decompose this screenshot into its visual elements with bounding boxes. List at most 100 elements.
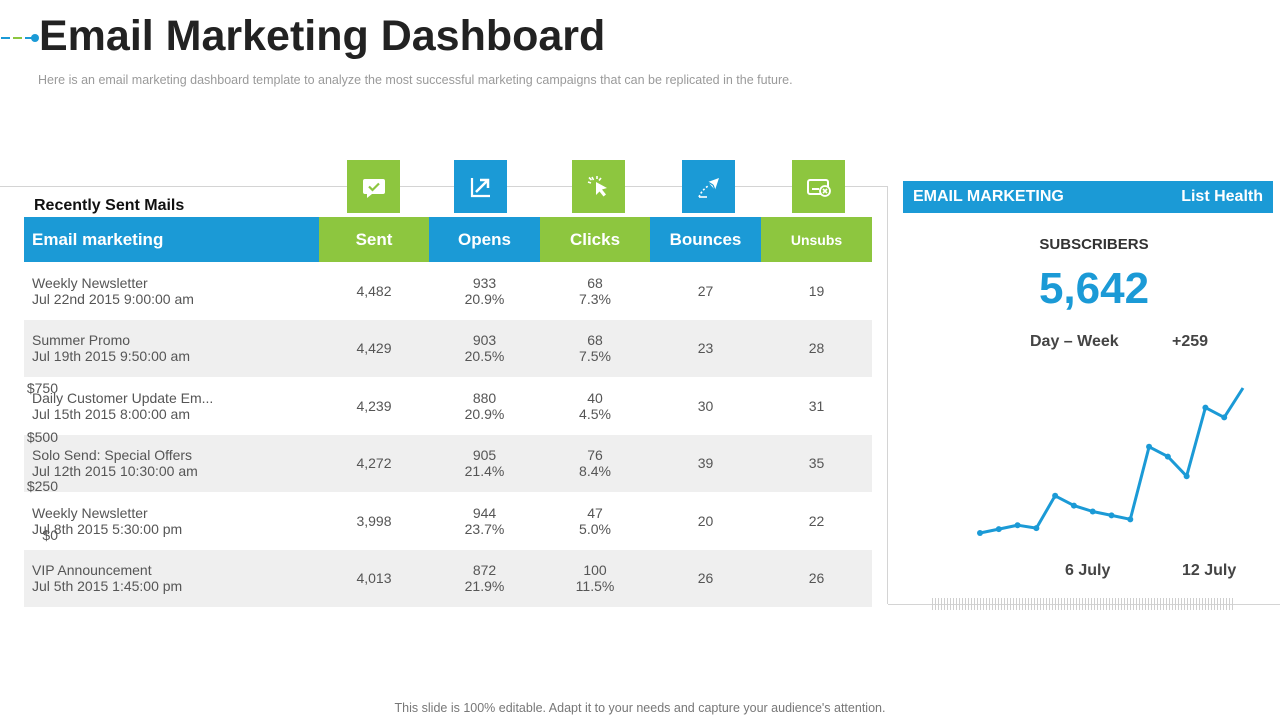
title-decoration (0, 34, 40, 42)
data-point (977, 530, 983, 537)
subscribers-line-chart (977, 387, 1245, 537)
recent-mails-title: Recently Sent Mails (34, 197, 185, 214)
mail-name: Weekly Newsletter (32, 274, 148, 291)
clicks-count: 100 (583, 562, 607, 579)
opens-rate: 23.7% (464, 520, 505, 537)
y-tick-label: $500 (26, 429, 58, 445)
opens-count: 880 (472, 389, 497, 406)
panel-title: EMAIL MARKETING (913, 188, 1064, 205)
table-row[interactable]: Weekly Newsletter Jul 22nd 2015 9:00:00 a… (24, 262, 872, 320)
mail-date: Jul 19th 2015 9:50:00 am (32, 348, 191, 365)
opens-count: 944 (472, 504, 497, 521)
clicks-count: 68 (587, 274, 603, 291)
data-point (1108, 512, 1115, 519)
page-subtitle: Here is an email marketing dashboard tem… (38, 73, 793, 87)
unsubs-cell: 28 (761, 319, 872, 377)
y-tick-label: $250 (26, 478, 58, 494)
unsubs-cell: 35 (761, 434, 872, 492)
sent-cell: 4,429 (319, 319, 429, 377)
clicks-rate: 5.0% (579, 520, 611, 537)
opens-rate: 21.9% (464, 578, 505, 595)
bounces-cell: 39 (650, 434, 761, 492)
data-point (1183, 473, 1190, 480)
table-row[interactable]: Weekly Newsletter Jul 8th 2015 5:30:00 pm… (24, 492, 872, 550)
col-email-marketing: Email marketing (24, 217, 319, 262)
data-point (1070, 502, 1077, 509)
bounces-cell: 23 (650, 319, 761, 377)
unsubs-cell: 26 (761, 549, 872, 607)
table-row[interactable]: Summer Promo Jul 19th 2015 9:50:00 am 4,4… (24, 319, 872, 377)
mail-name: Solo Send: Special Offers (32, 447, 193, 464)
data-point (1127, 516, 1134, 523)
table-header-row: Email marketing Sent Opens Clicks Bounce… (24, 217, 872, 262)
unsubs-cell: 31 (808, 397, 825, 414)
clicks-count: 76 (587, 447, 603, 464)
y-tick-label: $0 (42, 527, 58, 543)
bounces-cell: 27 (697, 282, 714, 299)
arrow-chart-icon (454, 160, 507, 213)
opens-count: 905 (472, 447, 497, 464)
unsubscribe-icon (792, 160, 845, 213)
opens-rate: 20.5% (464, 348, 505, 365)
unsubs-cell: 22 (808, 512, 825, 529)
col-clicks: Clicks (540, 217, 650, 262)
footer-note: This slide is 100% editable. Adapt it to… (394, 701, 886, 715)
recent-mails-table: Email marketing Sent Opens Clicks Bounce… (24, 217, 872, 607)
table-row[interactable]: VIP Announcement Jul 5th 2015 1:45:00 pm … (24, 549, 872, 607)
clicks-count: 47 (587, 504, 603, 521)
clicks-rate: 7.5% (579, 348, 611, 365)
data-point (1146, 443, 1153, 450)
col-unsubs: Unsubs (761, 217, 872, 262)
clicks-count: 40 (587, 389, 603, 406)
table-row[interactable]: Daily Customer Update Em... Jul 15th 2015… (24, 377, 872, 435)
mail-name: Daily Customer Update Em... (32, 389, 214, 406)
clicks-rate: 8.4% (579, 463, 611, 480)
table-row[interactable]: Solo Send: Special Offers Jul 12th 2015 1… (24, 434, 872, 492)
mail-name: VIP Announcement (32, 562, 152, 579)
clicks-count: 68 (587, 332, 603, 349)
sent-cell: 3,998 (356, 512, 392, 529)
subscribers-label: SUBSCRIBERS (1039, 236, 1149, 253)
x-tick-label: 6 July (1065, 562, 1111, 579)
list-health-header: EMAIL MARKETING List Health (903, 181, 1273, 213)
sent-cell: 4,013 (319, 549, 429, 607)
clicks-rate: 7.3% (579, 290, 611, 307)
mail-date: Jul 12th 2015 10:30:00 am (32, 463, 198, 480)
list-health-label: List Health (1181, 188, 1263, 205)
cursor-click-icon (572, 160, 625, 213)
bounces-cell: 20 (697, 512, 714, 529)
opens-count: 903 (472, 332, 497, 349)
mail-name: Summer Promo (32, 332, 131, 349)
unsubs-cell: 19 (808, 282, 825, 299)
sent-cell: 4,239 (356, 397, 392, 414)
mail-date: Jul 5th 2015 1:45:00 pm (32, 578, 183, 595)
mail-date: Jul 15th 2015 8:00:00 am (32, 405, 191, 422)
mail-name: Weekly Newsletter (32, 504, 148, 521)
data-point (1164, 453, 1171, 460)
data-point (1052, 492, 1059, 499)
sent-cell: 4,482 (356, 282, 392, 299)
data-point (1033, 525, 1040, 532)
col-sent: Sent (319, 217, 429, 262)
mail-date: Jul 8th 2015 5:30:00 pm (32, 520, 183, 537)
data-point (1014, 522, 1021, 529)
col-bounces: Bounces (650, 217, 761, 262)
clicks-rate: 11.5% (575, 578, 615, 595)
data-point (995, 526, 1002, 533)
opens-count: 872 (472, 562, 497, 579)
col-opens: Opens (429, 217, 540, 262)
frame-right-line (887, 186, 888, 604)
opens-rate: 20.9% (464, 405, 505, 422)
bounce-mail-icon (682, 160, 735, 213)
x-tick-label: 12 July (1182, 562, 1237, 579)
period-label: Day – Week (1030, 333, 1119, 350)
bounces-cell: 30 (697, 397, 714, 414)
scroll-hatch (932, 598, 1234, 610)
y-tick-label: $750 (26, 380, 58, 396)
data-point (1089, 508, 1096, 515)
frame-top-line (0, 186, 888, 187)
message-check-icon (347, 160, 400, 213)
mail-date: Jul 22nd 2015 9:00:00 am (32, 290, 194, 307)
clicks-rate: 4.5% (579, 405, 611, 422)
opens-rate: 21.4% (464, 463, 505, 480)
